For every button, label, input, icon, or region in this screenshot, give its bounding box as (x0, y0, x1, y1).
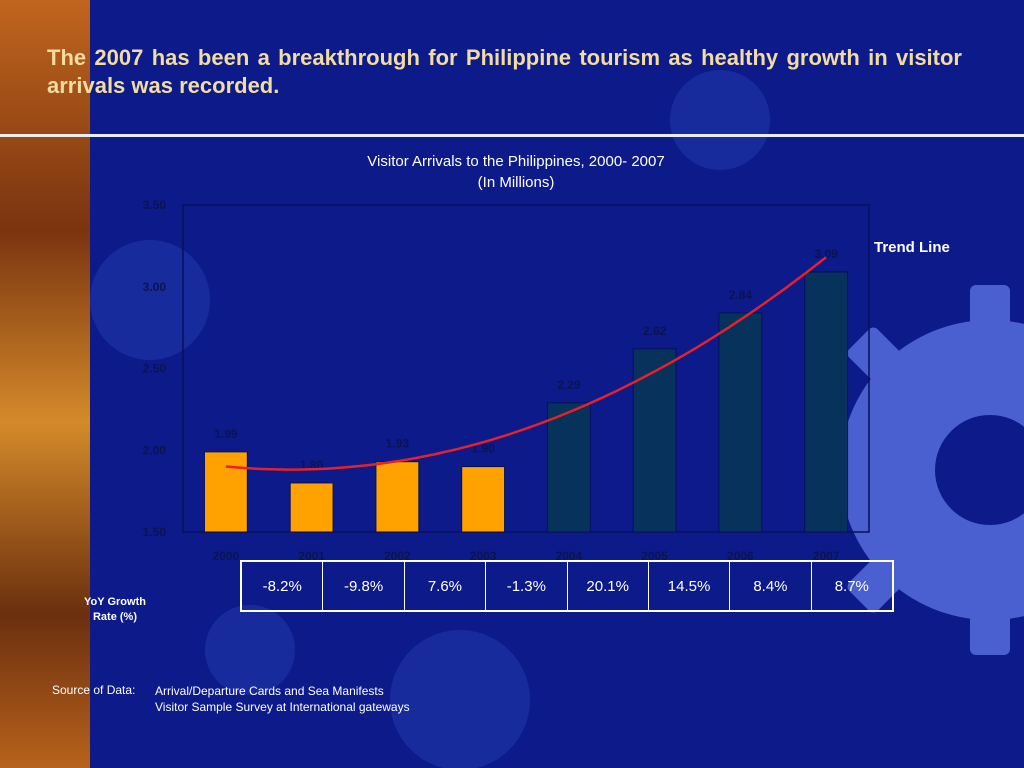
y-tick-label: 3.50 (143, 198, 167, 212)
bar-2002 (375, 461, 420, 533)
source-line-2: Visitor Sample Survey at International g… (155, 700, 410, 714)
plot-area (182, 204, 870, 533)
trend-line-label: Trend Line (874, 239, 950, 256)
y-tick-label: 2.50 (143, 362, 167, 376)
source-line-1: Arrival/Departure Cards and Sea Manifest… (155, 684, 384, 698)
bar-value-label: 3.09 (814, 247, 838, 261)
bar-2006 (718, 312, 763, 533)
x-tick-label: 2003 (470, 549, 497, 563)
growth-cell-2001: -9.8% (323, 562, 405, 610)
y-tick-label: 1.50 (143, 525, 167, 539)
yoy-growth-label: YoY Growth Rate (%) (84, 596, 146, 623)
headline: The 2007 has been a breakthrough for Phi… (47, 45, 962, 98)
source-lines: Arrival/Departure Cards and Sea Manifest… (155, 683, 410, 715)
x-tick-label: 2006 (727, 549, 754, 563)
trend-line (225, 256, 827, 471)
bar-2005 (632, 348, 677, 533)
x-tick-label: 2002 (384, 549, 411, 563)
growth-cell-2007: 8.7% (834, 577, 869, 595)
bar-value-label: 2.29 (557, 378, 581, 392)
y-tick-label: 3.00 (143, 280, 167, 294)
x-tick-label: 2001 (298, 549, 325, 563)
growth-cell-2006: 8.4% (730, 562, 812, 610)
growth-cell-2004: 20.1% (568, 562, 649, 610)
chart-subtitle: (In Millions) (478, 174, 555, 191)
growth-table: -8.2% -9.8% 7.6% -1.3% 20.1% 14.5% 8.4% … (240, 560, 894, 612)
growth-cell-2003: -1.3% (486, 562, 568, 610)
chart-title: Visitor Arrivals to the Philippines, 200… (367, 153, 664, 170)
x-tick-label: 2005 (641, 549, 668, 563)
bar-value-label: 2.84 (729, 288, 753, 302)
growth-cell-2000: -8.2% (242, 562, 324, 610)
bar-value-label: 2.62 (643, 324, 667, 338)
source-label: Source of Data: (52, 683, 136, 697)
bar-2001 (289, 482, 334, 533)
growth-cell-2005: 14.5% (649, 562, 731, 610)
divider (0, 134, 1024, 137)
y-tick-label: 2.00 (143, 443, 167, 457)
x-tick-label: 2000 (213, 549, 240, 563)
bar-2003 (461, 466, 506, 533)
bar-2000 (203, 451, 248, 533)
x-tick-label: 2007 (813, 549, 840, 563)
bar-2004 (546, 402, 591, 533)
x-tick-label: 2004 (556, 549, 583, 563)
bar-2007 (804, 271, 849, 533)
bar-value-label: 1.93 (386, 437, 410, 451)
decor-strip (0, 0, 90, 768)
growth-cell-2002: 7.6% (405, 562, 487, 610)
bar-value-label: 1.99 (214, 427, 238, 441)
